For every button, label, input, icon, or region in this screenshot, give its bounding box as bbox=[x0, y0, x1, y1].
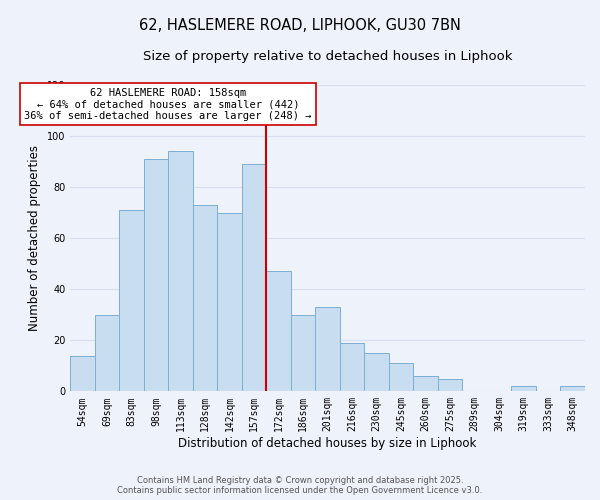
Text: 62 HASLEMERE ROAD: 158sqm
← 64% of detached houses are smaller (442)
36% of semi: 62 HASLEMERE ROAD: 158sqm ← 64% of detac… bbox=[25, 88, 312, 121]
Bar bbox=[438, 378, 463, 392]
Bar bbox=[266, 272, 291, 392]
Bar bbox=[340, 343, 364, 392]
X-axis label: Distribution of detached houses by size in Liphook: Distribution of detached houses by size … bbox=[178, 437, 477, 450]
Y-axis label: Number of detached properties: Number of detached properties bbox=[28, 145, 41, 331]
Bar bbox=[242, 164, 266, 392]
Bar bbox=[511, 386, 536, 392]
Text: Contains HM Land Registry data © Crown copyright and database right 2025.
Contai: Contains HM Land Registry data © Crown c… bbox=[118, 476, 482, 495]
Bar bbox=[217, 212, 242, 392]
Bar bbox=[168, 152, 193, 392]
Bar bbox=[291, 315, 316, 392]
Bar bbox=[413, 376, 438, 392]
Bar bbox=[389, 364, 413, 392]
Bar bbox=[144, 159, 168, 392]
Bar bbox=[316, 307, 340, 392]
Bar bbox=[364, 353, 389, 392]
Bar bbox=[119, 210, 144, 392]
Text: 62, HASLEMERE ROAD, LIPHOOK, GU30 7BN: 62, HASLEMERE ROAD, LIPHOOK, GU30 7BN bbox=[139, 18, 461, 32]
Bar bbox=[193, 205, 217, 392]
Bar bbox=[95, 315, 119, 392]
Bar bbox=[70, 356, 95, 392]
Title: Size of property relative to detached houses in Liphook: Size of property relative to detached ho… bbox=[143, 50, 512, 63]
Bar bbox=[560, 386, 585, 392]
